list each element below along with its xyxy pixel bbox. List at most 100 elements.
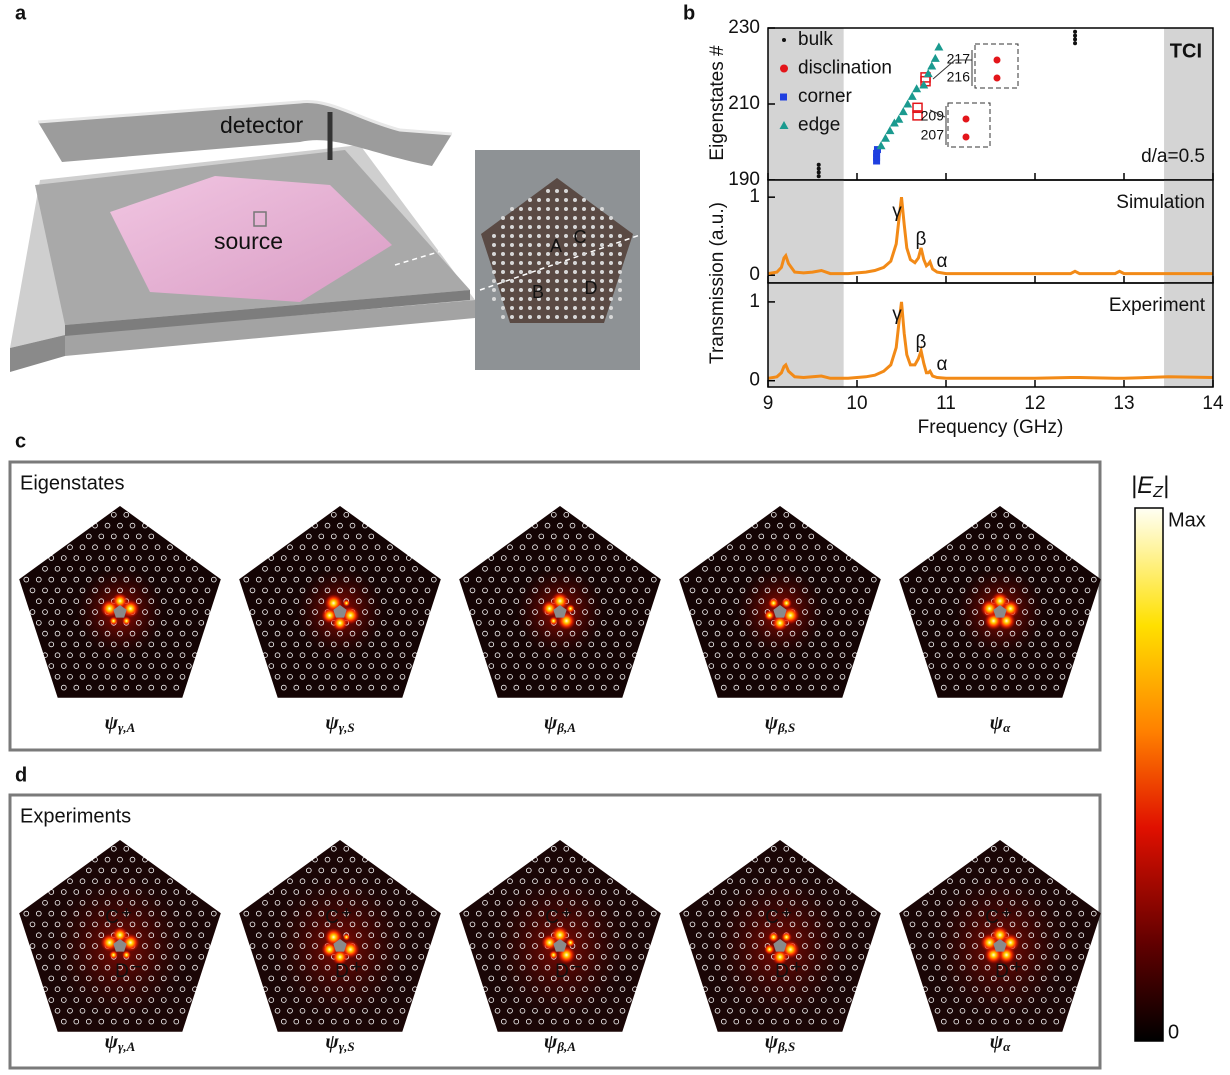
photo-pin xyxy=(618,297,622,301)
photo-pin xyxy=(501,270,505,274)
map-symbol: ψ xyxy=(544,712,558,734)
photo-pin xyxy=(492,279,496,283)
photo-pin xyxy=(609,315,613,319)
figure: abcddetectorsourceABCD190210230bulkdiscl… xyxy=(0,0,1230,1075)
peak-label: β xyxy=(916,229,927,250)
photo-pin xyxy=(501,252,505,256)
map-symbol: ψ xyxy=(105,712,119,734)
photo-pin xyxy=(600,207,604,211)
photo-pin xyxy=(609,297,613,301)
edge-point xyxy=(934,43,943,51)
map-subscript: β,S xyxy=(777,1039,795,1054)
x-axis-label: Frequency (GHz) xyxy=(918,417,1064,438)
photo-pin xyxy=(573,261,577,265)
field-lobe xyxy=(768,598,779,609)
photo-pin xyxy=(537,261,541,265)
legend-marker xyxy=(782,38,786,42)
y-tick-label: 1 xyxy=(749,291,760,312)
y-tick-label: 230 xyxy=(728,17,760,38)
map-label: ψα xyxy=(990,1031,1011,1054)
photo-pin xyxy=(591,216,595,220)
inset-dot xyxy=(994,75,1001,82)
peak-label: α xyxy=(937,354,948,375)
photo-pin xyxy=(501,261,505,265)
map-symbol: ψ xyxy=(765,712,779,734)
photo-pin xyxy=(555,261,559,265)
map-label: ψα xyxy=(990,712,1011,735)
photo-pin xyxy=(591,252,595,256)
photo-pin xyxy=(564,279,568,283)
photo-pin xyxy=(546,189,550,193)
photo-pin xyxy=(492,252,496,256)
photo-pin xyxy=(591,243,595,247)
photo-pin xyxy=(510,243,514,247)
panel-label: d xyxy=(15,764,27,786)
photo-pin xyxy=(555,189,559,193)
colorbar-max: Max xyxy=(1168,509,1206,531)
c-sign: + xyxy=(781,903,792,924)
photo-pin xyxy=(618,252,622,256)
photo-pin xyxy=(528,243,532,247)
photo-pin xyxy=(618,234,622,238)
photo-pin xyxy=(564,288,568,292)
legend-label: bulk xyxy=(798,29,833,50)
photo-pin xyxy=(501,279,505,283)
colorbar-title: |EZ| xyxy=(1131,472,1169,501)
photo-pin xyxy=(573,297,577,301)
c-sign: + xyxy=(121,903,132,924)
legend-marker xyxy=(780,94,787,101)
edge-point xyxy=(894,115,903,123)
level-label: 216 xyxy=(947,69,971,85)
photo-pin xyxy=(555,306,559,310)
photo-pin xyxy=(510,207,514,211)
photo-pin xyxy=(564,243,568,247)
field-lobe xyxy=(764,610,775,621)
edge-point xyxy=(899,107,908,115)
photo-pin xyxy=(564,189,568,193)
photo-pin xyxy=(573,198,577,202)
source-label: source xyxy=(214,228,283,254)
bulk-point xyxy=(817,170,821,174)
bulk-point xyxy=(1073,30,1077,34)
photo-pin xyxy=(555,315,559,319)
photo-pin xyxy=(546,279,550,283)
photo-pin xyxy=(609,270,613,274)
photo-pin xyxy=(537,315,541,319)
photo-pin xyxy=(618,288,622,292)
photo-pin xyxy=(492,297,496,301)
photo-pin xyxy=(564,270,568,274)
field-lobe xyxy=(343,600,350,607)
photo-pin xyxy=(501,297,505,301)
point-label: C xyxy=(574,227,587,247)
bulk-point xyxy=(1073,41,1077,45)
map-label: ψβ,A xyxy=(544,1031,576,1054)
x-tick-label: 10 xyxy=(846,393,867,414)
c-sign: + xyxy=(1001,903,1012,924)
photo-pin xyxy=(492,243,496,247)
photo-pin xyxy=(510,297,514,301)
photo-pin xyxy=(546,225,550,229)
point-label: A xyxy=(550,236,562,256)
photo-pin xyxy=(618,270,622,274)
photo-pin xyxy=(600,261,604,265)
map-symbol: ψ xyxy=(105,1031,119,1053)
photo-pin xyxy=(591,270,595,274)
bulk-point xyxy=(1073,34,1077,38)
map-subscript: γ,A xyxy=(118,1039,136,1054)
tag: TCI xyxy=(1170,40,1202,62)
bulk-point xyxy=(817,167,821,171)
photo-pin xyxy=(546,297,550,301)
map-symbol: ψ xyxy=(325,1031,339,1053)
map-label: ψβ,S xyxy=(765,712,796,735)
edge-point xyxy=(881,134,890,142)
photo-pin xyxy=(573,216,577,220)
map-label: ψγ,S xyxy=(325,712,354,735)
photo-pin xyxy=(591,315,595,319)
photo-pin xyxy=(573,288,577,292)
photo-pin xyxy=(600,279,604,283)
photo-pin xyxy=(600,225,604,229)
photo-pin xyxy=(618,279,622,283)
photo-pin xyxy=(555,279,559,283)
photo-pin xyxy=(510,225,514,229)
edge-point xyxy=(927,62,936,70)
